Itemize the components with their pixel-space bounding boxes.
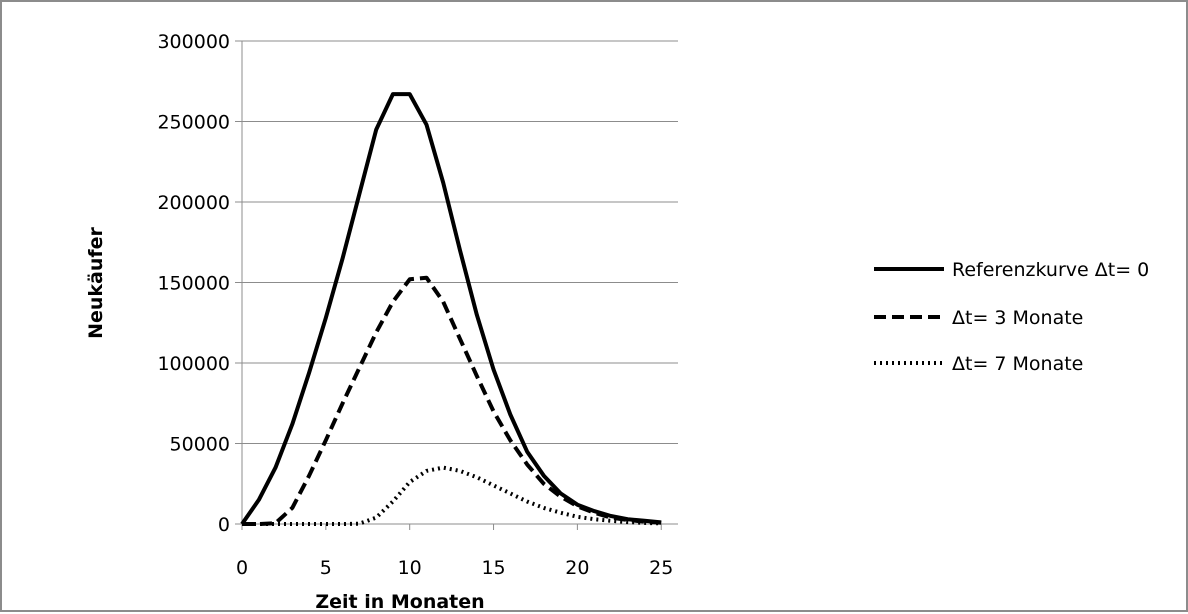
y-tick-label: 300000 <box>157 31 230 53</box>
x-tick-label: 5 <box>320 557 332 579</box>
legend: Referenzkurve Δt= 0 Δt= 3 Monate Δt= 7 Mon… <box>874 259 1149 375</box>
y-tick-label: 0 <box>218 514 230 536</box>
y-tick-label: 200000 <box>157 192 230 214</box>
y-axis-title: Neukäufer <box>85 226 107 338</box>
y-tick-label: 250000 <box>157 112 230 134</box>
legend-label-2: Δt= 3 Monate <box>952 307 1083 329</box>
x-tick-label: 0 <box>236 557 248 579</box>
x-tick-label: 25 <box>649 557 673 579</box>
x-tick-label: 10 <box>398 557 422 579</box>
y-tick-labels: 0 50000 100000 150000 200000 250000 300000 <box>157 31 230 536</box>
x-tick-label: 15 <box>481 557 505 579</box>
x-tick-label: 20 <box>565 557 589 579</box>
series-line-1 <box>240 92 662 526</box>
legend-label-1: Referenzkurve Δt= 0 <box>952 259 1149 281</box>
series-lines <box>240 92 662 526</box>
gridlines <box>242 40 678 444</box>
series-line-2 <box>242 275 662 526</box>
axes <box>235 40 678 530</box>
y-tick-label: 100000 <box>157 353 230 375</box>
x-axis-title: Zeit in Monaten <box>315 591 484 613</box>
legend-label-3: Δt= 7 Monate <box>952 353 1083 375</box>
y-tick-label: 150000 <box>157 273 230 295</box>
x-tick-labels: 0 5 10 15 20 25 <box>236 557 673 579</box>
series-line-3 <box>242 465 662 526</box>
y-tick-label: 50000 <box>170 434 230 456</box>
